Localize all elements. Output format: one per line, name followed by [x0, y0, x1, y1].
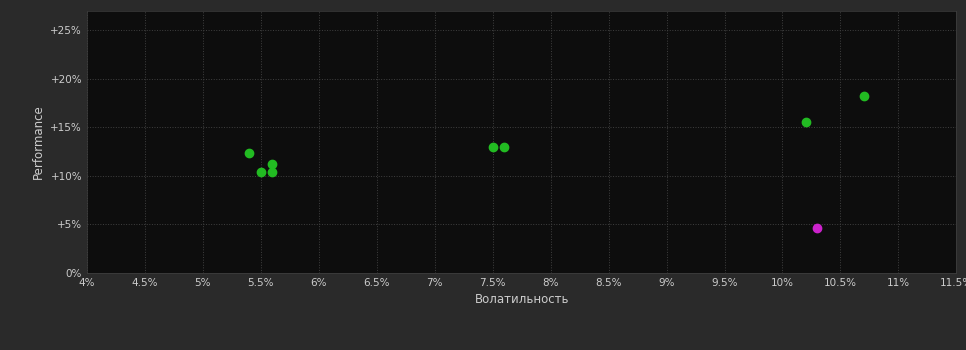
Point: [798, 119, 813, 125]
Point: [810, 225, 825, 231]
Point: [265, 169, 280, 175]
Point: [253, 169, 269, 175]
Point: [485, 144, 500, 149]
Point: [856, 93, 871, 99]
Point: [497, 144, 512, 149]
X-axis label: Волатильность: Волатильность: [474, 293, 569, 306]
Point: [242, 150, 257, 156]
Y-axis label: Performance: Performance: [32, 104, 44, 179]
Point: [265, 161, 280, 167]
